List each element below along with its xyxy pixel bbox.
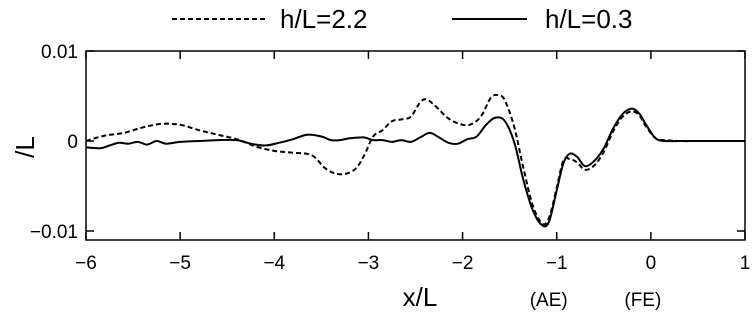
y-tick-label: 0 — [67, 132, 78, 153]
x-tick-label: −2 — [452, 253, 474, 274]
edge-annotation: (AE) — [530, 290, 568, 311]
series-layer — [85, 93, 745, 228]
series-line-dashed — [85, 93, 745, 226]
x-tick-label: −3 — [358, 253, 380, 274]
series-line-solid — [85, 107, 745, 228]
x-tick-label: 0 — [646, 253, 657, 274]
legend: h/L=2.2 h/L=0.3 — [172, 4, 632, 34]
plot-frame — [85, 50, 746, 241]
x-tick-label: 1 — [740, 253, 751, 274]
x-tick-label: −1 — [546, 253, 568, 274]
y-tick-label: 0.01 — [41, 42, 78, 63]
y-axis-label: /L — [10, 136, 40, 158]
x-axis-label: x/L — [403, 282, 438, 312]
axis-ticks: −6 −5 −4 −3 −2 −1 0 1 0.01 0 −0.01 — [30, 42, 750, 274]
edge-annotation: (FE) — [624, 290, 661, 311]
x-tick-label: −4 — [263, 253, 285, 274]
legend-label: h/L=2.2 — [280, 4, 367, 34]
y-tick-label: −0.01 — [30, 222, 78, 243]
legend-label: h/L=0.3 — [545, 4, 632, 34]
x-tick-label: −6 — [75, 253, 97, 274]
annotations: (AE) (FE) — [530, 290, 662, 311]
x-tick-label: −5 — [169, 253, 191, 274]
